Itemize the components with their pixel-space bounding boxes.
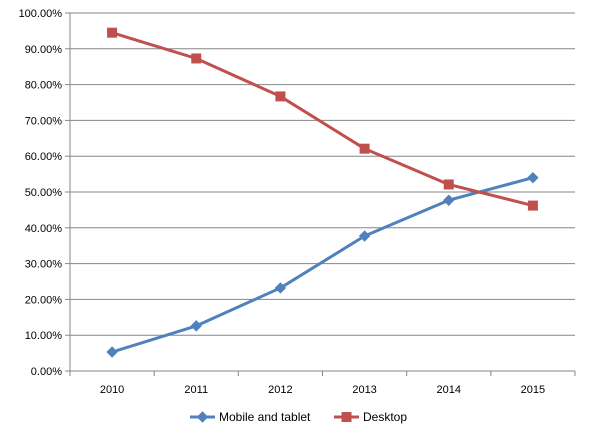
x-tick-label: 2010 [100,384,124,396]
data-point [527,171,539,184]
y-axis: 0.00% 10.00% 20.00% 30.00% 40.00% 50.00% 60.00… [19,8,71,378]
y-tick-label: 40.00% [25,223,63,235]
series-desktop [107,27,538,211]
data-point [191,53,202,64]
legend: Mobile and tablet Desktop [190,410,407,424]
x-tick-label: 2011 [184,384,208,396]
series-group [106,27,539,358]
data-point [443,179,454,190]
y-tick-label: 70.00% [25,115,63,127]
data-point [107,27,118,38]
x-tick-label: 2012 [268,384,292,396]
y-tick-label: 20.00% [25,294,63,306]
x-tick-label: 2014 [437,384,461,396]
data-point [190,320,202,332]
data-point [527,200,538,211]
series-mobile-and-tablet [106,171,539,358]
data-point [274,282,287,294]
y-tick-label: 50.00% [25,187,63,199]
legend-swatch-marker [341,412,352,422]
y-tick-label: 30.00% [25,259,63,271]
y-tick-label: 80.00% [25,80,63,92]
data-point [106,346,118,358]
x-tick-label: 2013 [352,384,376,396]
x-axis: 2010 2011 2012 2013 2014 2015 [69,371,576,396]
legend-item: Desktop [334,410,407,424]
legend-swatch-marker [196,411,209,423]
data-point [359,143,370,154]
y-tick-label: 0.00% [31,366,62,378]
gridlines [70,12,575,372]
x-tick-label: 2015 [521,384,545,396]
y-tick-label: 100.00% [19,8,63,20]
y-tick-label: 60.00% [25,151,63,163]
legend-label: Desktop [363,410,407,424]
data-point [443,194,455,206]
legend-label: Mobile and tablet [219,410,311,424]
y-tick-label: 90.00% [25,44,63,56]
series-line [111,31,534,208]
legend-item: Mobile and tablet [190,410,311,424]
data-point [358,230,371,242]
y-tick-label: 10.00% [25,330,63,342]
series-line [111,176,534,354]
data-point [275,91,286,102]
